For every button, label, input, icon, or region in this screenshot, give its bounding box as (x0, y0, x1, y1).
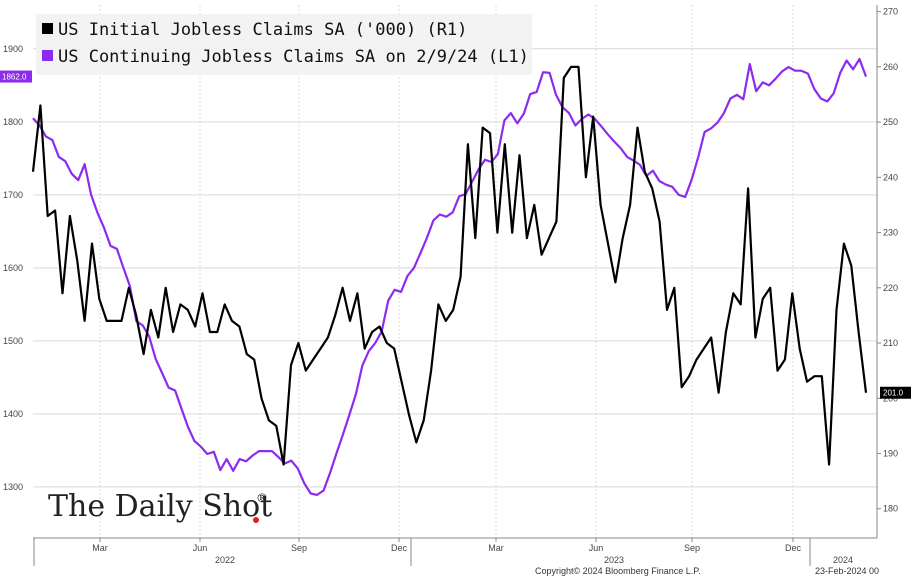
initial-claims-line (31, 65, 868, 466)
right-tick-label: 180 (883, 504, 898, 514)
x-month-label: Mar (92, 543, 108, 553)
left-tick-label: 1400 (3, 409, 23, 419)
right-tick-label: 250 (883, 117, 898, 127)
right-tick-label: 190 (883, 448, 898, 458)
right-tick-label: 270 (883, 7, 898, 17)
right-tick-label: 260 (883, 62, 898, 72)
left-axis-ticks: 1300 1400 1500 1600 1700 1800 1900 (3, 44, 23, 492)
legend-swatch-initial-claims (42, 23, 53, 34)
continuing-claims-last-value-badge: 1862.0 (0, 70, 32, 83)
initial-claims-last-value-badge: 201.0 (880, 386, 911, 399)
last-value-badges: 1862.0 201.0 (0, 70, 911, 399)
x-month-label: Dec (785, 543, 802, 553)
legend-box (36, 14, 532, 75)
badge-value: 201.0 (883, 389, 904, 398)
right-tick-label: 210 (883, 338, 898, 348)
brand-dot (253, 517, 259, 523)
right-tick-label: 240 (883, 172, 898, 182)
brand-mark: ® (256, 491, 268, 505)
right-axis-ticks: 180190200210220230240250260270 (877, 7, 898, 514)
left-tick-label: 1900 (3, 44, 23, 54)
x-axis-ticks: Mar Jun Sep Dec Mar Jun Sep Dec 2022 2023 2024 (33, 538, 853, 566)
footer-date: 23-Feb-2024 00 (815, 566, 879, 576)
legend-swatch-continuing-claims (42, 50, 53, 61)
badge-value: 1862.0 (2, 73, 27, 82)
x-month-label: Jun (589, 543, 604, 553)
right-tick-label: 220 (883, 283, 898, 293)
series-lines (31, 57, 868, 496)
x-year-label: 2022 (215, 555, 235, 565)
x-year-label: 2023 (604, 555, 624, 565)
x-month-label: Jun (193, 543, 208, 553)
left-tick-label: 1700 (3, 190, 23, 200)
brand-logo: The Daily Shot ® (48, 489, 272, 524)
x-month-label: Mar (488, 543, 504, 553)
footer-copyright: Copyright© 2024 Bloomberg Finance L.P. (535, 566, 701, 576)
left-tick-label: 1500 (3, 336, 23, 346)
legend: US Initial Jobless Claims SA ('000) (R1)… (36, 14, 532, 75)
x-month-label: Sep (291, 543, 307, 553)
left-tick-label: 1800 (3, 117, 23, 127)
right-tick-label: 230 (883, 228, 898, 238)
legend-label-continuing-claims: US Continuing Jobless Claims SA on 2/9/2… (58, 47, 529, 67)
legend-label-initial-claims: US Initial Jobless Claims SA ('000) (R1) (58, 20, 467, 40)
grid-lines (33, 5, 877, 538)
continuing-claims-line (32, 57, 868, 496)
x-year-label: 2024 (833, 555, 853, 565)
brand-name: The Daily Shot (48, 489, 272, 524)
x-month-label: Dec (391, 543, 408, 553)
axes (33, 5, 878, 539)
x-month-label: Sep (684, 543, 700, 553)
left-tick-label: 1600 (3, 263, 23, 273)
left-tick-label: 1300 (3, 482, 23, 492)
